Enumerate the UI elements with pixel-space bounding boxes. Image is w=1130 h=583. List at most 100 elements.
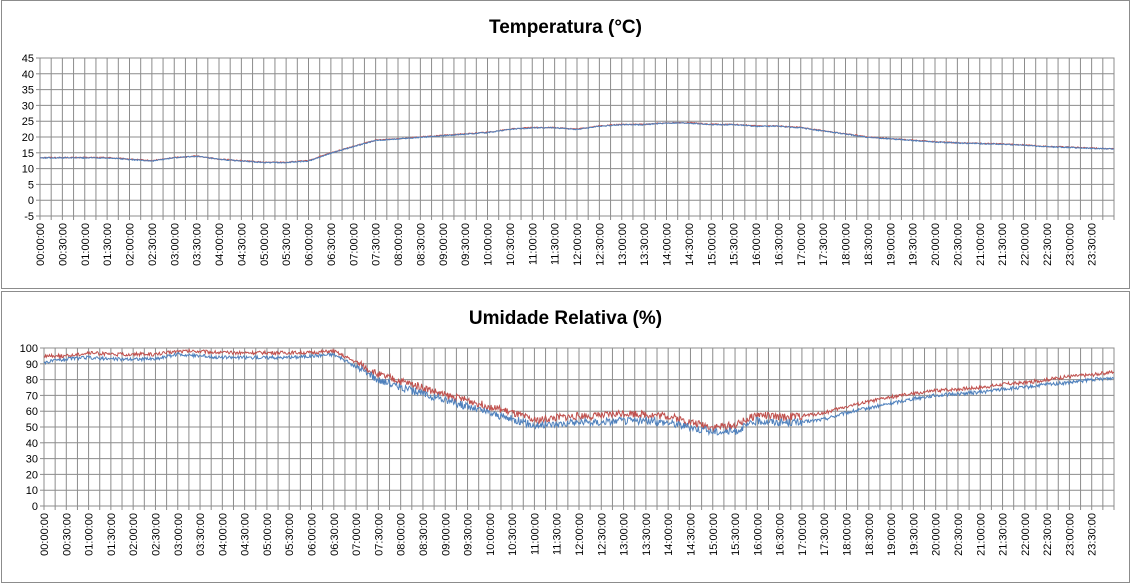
x-tick-label: 10:30:00	[507, 513, 519, 556]
y-tick-label: 50	[26, 422, 38, 434]
x-tick-label: 22:30:00	[1042, 223, 1054, 266]
series-line	[39, 121, 1115, 164]
y-tick-label: 10	[26, 485, 38, 497]
x-tick-label: 23:00:00	[1064, 513, 1076, 556]
x-tick-label: 07:00:00	[351, 513, 363, 556]
x-tick-label: 08:30:00	[418, 513, 430, 556]
x-tick-label: 09:30:00	[463, 513, 475, 556]
x-tick-label: 12:30:00	[594, 223, 606, 266]
x-tick-label: 12:30:00	[596, 513, 608, 556]
x-tick-label: 05:30:00	[281, 223, 293, 266]
x-tick-label: 06:30:00	[329, 513, 341, 556]
x-tick-label: 13:00:00	[619, 513, 631, 556]
x-tick-label: 08:00:00	[396, 513, 408, 556]
x-tick-label: 03:00:00	[173, 513, 185, 556]
humidity-chart-title: Umidade Relativa (%)	[468, 308, 663, 329]
x-tick-label: 10:00:00	[483, 223, 495, 266]
x-tick-label: 10:30:00	[505, 223, 517, 266]
y-tick-label: 35	[22, 85, 34, 97]
x-tick-label: 16:00:00	[751, 223, 763, 266]
y-tick-label: 40	[22, 69, 34, 81]
x-tick-label: 16:00:00	[752, 513, 764, 556]
x-tick-label: 04:30:00	[240, 513, 252, 556]
x-tick-label: 13:30:00	[641, 513, 653, 556]
x-tick-label: 04:00:00	[217, 513, 229, 556]
x-tick-label: 17:00:00	[796, 223, 808, 266]
y-tick-label: 25	[22, 116, 34, 128]
x-tick-label: 15:30:00	[730, 513, 742, 556]
y-tick-label: 100	[20, 343, 38, 355]
x-tick-label: 06:00:00	[307, 513, 319, 556]
x-tick-label: 18:30:00	[863, 223, 875, 266]
x-tick-label: 07:30:00	[373, 513, 385, 556]
x-tick-label: 14:30:00	[685, 513, 697, 556]
x-tick-label: 08:30:00	[415, 223, 427, 266]
x-tick-label: 01:00:00	[84, 513, 96, 556]
y-tick-label: 10	[22, 164, 34, 176]
y-tick-label: 60	[26, 406, 38, 418]
x-tick-label: 17:30:00	[819, 513, 831, 556]
x-tick-label: 05:00:00	[262, 513, 274, 556]
x-tick-label: 20:00:00	[930, 223, 942, 266]
x-tick-label: 09:30:00	[460, 223, 472, 266]
x-tick-label: 09:00:00	[440, 513, 452, 556]
y-tick-label: 40	[26, 438, 38, 450]
x-tick-label: 01:30:00	[102, 223, 114, 266]
y-tick-label: 0	[32, 501, 38, 513]
x-tick-label: 04:30:00	[236, 223, 248, 266]
x-tick-label: 11:30:00	[550, 223, 562, 265]
y-tick-label: 15	[22, 148, 34, 160]
y-tick-label: 30	[26, 454, 38, 466]
x-tick-label: 14:00:00	[662, 223, 674, 266]
x-tick-label: 03:30:00	[192, 223, 204, 266]
x-tick-label: 12:00:00	[574, 513, 586, 556]
x-tick-label: 00:30:00	[57, 223, 69, 266]
x-tick-label: 21:30:00	[998, 513, 1010, 556]
x-tick-label: 22:00:00	[1020, 513, 1032, 556]
x-tick-label: 21:00:00	[975, 223, 987, 266]
x-tick-label: 21:00:00	[975, 513, 987, 556]
x-tick-label: 11:00:00	[527, 223, 539, 265]
x-tick-label: 20:30:00	[953, 513, 965, 556]
y-tick-label: 45	[22, 53, 34, 65]
x-tick-label: 13:30:00	[639, 223, 651, 266]
x-tick-label: 16:30:00	[773, 223, 785, 266]
x-tick-label: 04:00:00	[214, 223, 226, 266]
humidity-chart-panel: Umidade Relativa (%) 100 90 80 70 60 50 40 30 20…	[1, 291, 1130, 583]
x-tick-label: 03:30:00	[195, 513, 207, 556]
x-tick-label: 18:30:00	[864, 513, 876, 556]
x-tick-label: 05:00:00	[259, 223, 271, 266]
x-tick-label: 14:30:00	[684, 223, 696, 266]
temperature-chart-panel: Temperatura (°C) 45 40 35 30 25 20 15 10 5 0 -5 00:…	[1, 0, 1130, 289]
x-tick-label: 19:00:00	[885, 223, 897, 266]
x-tick-label: 00:00:00	[39, 513, 51, 556]
x-tick-label: 23:30:00	[1087, 223, 1099, 266]
x-tick-label: 23:30:00	[1087, 513, 1099, 556]
series-line	[43, 351, 1115, 437]
x-tick-label: 13:00:00	[617, 223, 629, 266]
temperature-chart: 45 40 35 30 25 20 15 10 5 0 -500:00:00 00:30:00 01:0…	[22, 53, 1115, 266]
temperature-chart-title: Temperatura (°C)	[489, 17, 642, 38]
x-tick-label: 22:00:00	[1020, 223, 1032, 266]
x-tick-label: 19:30:00	[908, 223, 920, 266]
x-tick-label: 06:30:00	[326, 223, 338, 266]
x-tick-label: 18:00:00	[842, 513, 854, 556]
y-tick-label: 5	[28, 179, 34, 191]
x-tick-label: 19:00:00	[886, 513, 898, 556]
y-tick-label: 80	[26, 375, 38, 387]
x-tick-label: 10:00:00	[485, 513, 497, 556]
x-tick-label: 11:30:00	[552, 513, 564, 555]
series-line	[43, 348, 1115, 433]
x-tick-label: 09:00:00	[438, 223, 450, 266]
x-tick-label: 00:00:00	[35, 223, 47, 266]
x-tick-label: 07:00:00	[348, 223, 360, 266]
x-tick-label: 00:30:00	[61, 513, 73, 556]
x-tick-label: 06:00:00	[304, 223, 316, 266]
x-tick-label: 17:00:00	[797, 513, 809, 556]
x-tick-label: 22:30:00	[1042, 513, 1054, 556]
y-tick-label: 0	[28, 195, 34, 207]
x-tick-label: 18:00:00	[841, 223, 853, 266]
x-tick-label: 02:30:00	[150, 513, 162, 556]
x-tick-label: 08:00:00	[393, 223, 405, 266]
